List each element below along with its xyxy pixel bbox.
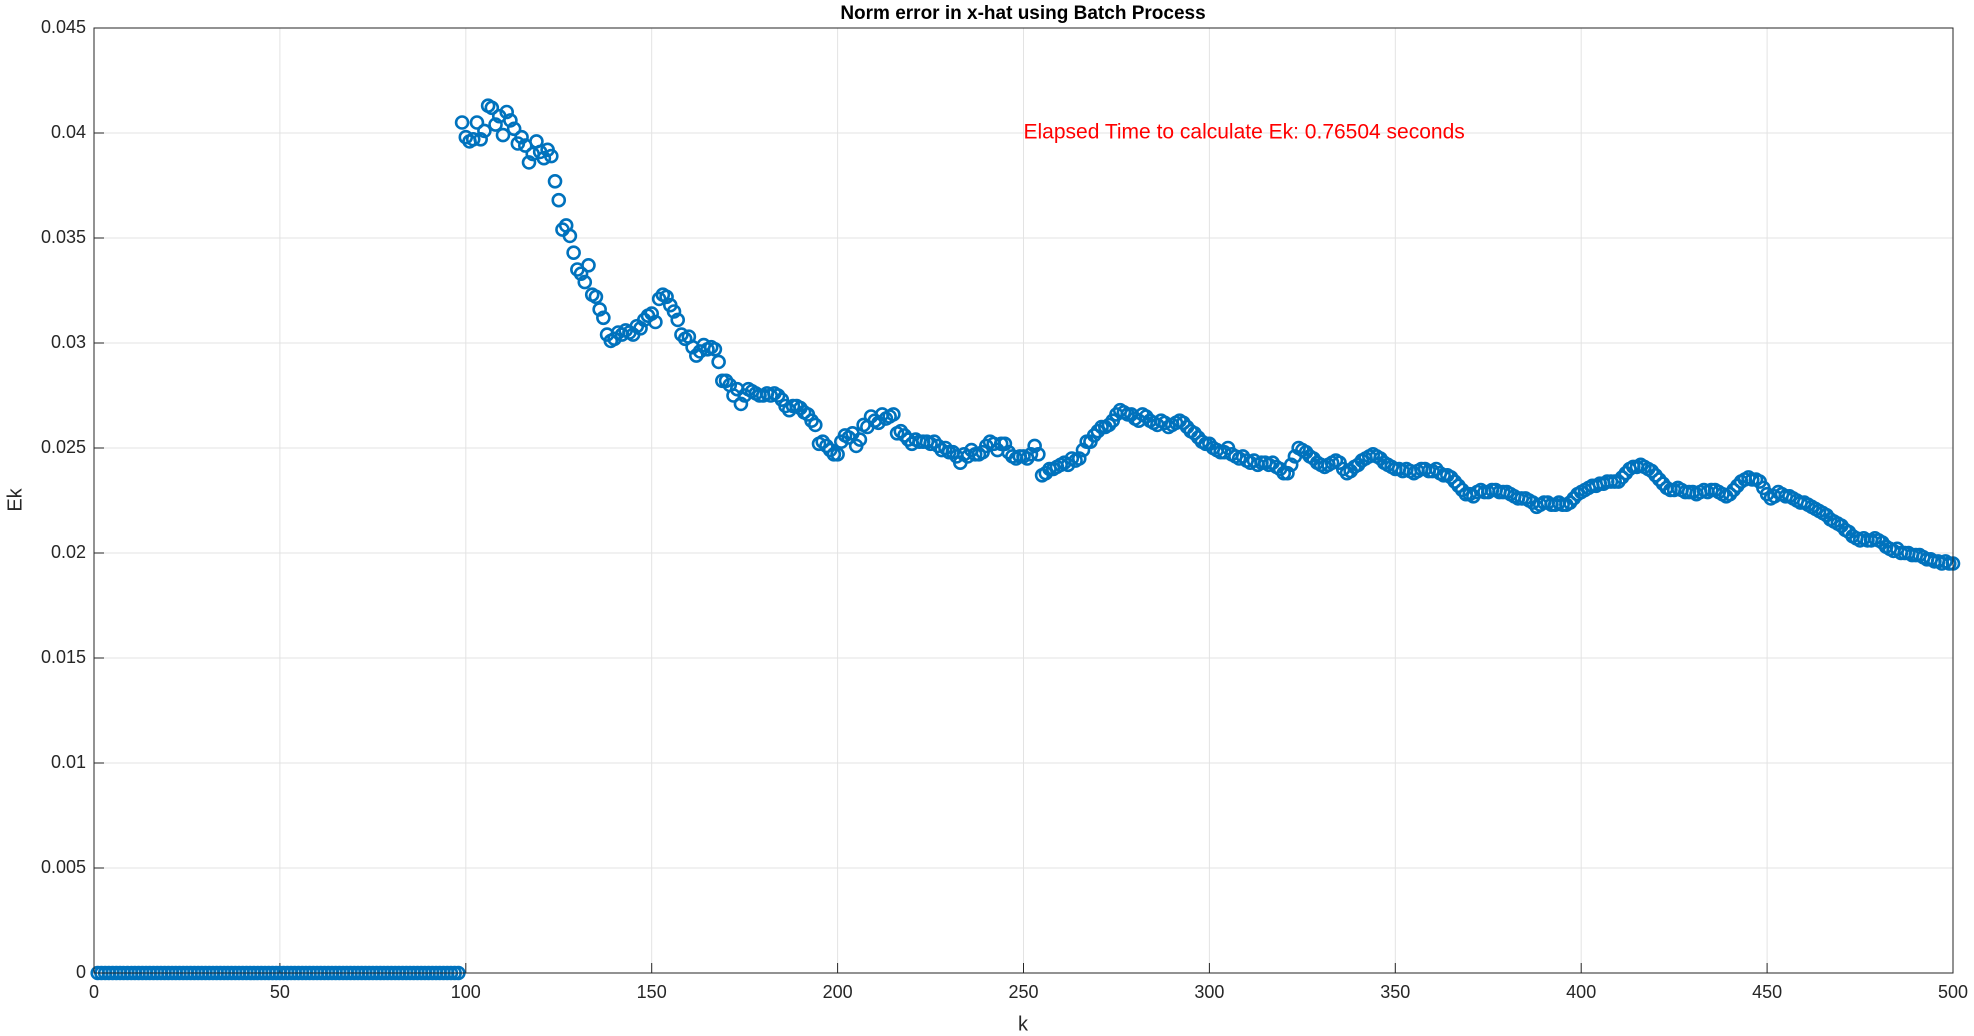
x-tick-label: 350 <box>1380 982 1410 1002</box>
data-point <box>544 148 559 164</box>
data-point <box>644 306 660 321</box>
data-point <box>1031 446 1046 462</box>
data-point <box>871 415 886 431</box>
y-tick-label: 0.01 <box>51 752 86 772</box>
y-tick-label: 0.02 <box>51 542 86 562</box>
x-tick-label: 200 <box>823 982 853 1002</box>
x-tick-label: 150 <box>637 982 667 1002</box>
data-point <box>670 312 686 328</box>
data-point <box>830 446 845 462</box>
data-point <box>592 302 607 317</box>
data-point <box>707 341 723 357</box>
annotation: Elapsed Time to calculate Ek: 0.76504 se… <box>1024 121 1465 144</box>
y-axis-label: Ek <box>4 487 26 511</box>
x-tick-label: 450 <box>1752 982 1782 1002</box>
y-tick-label: 0 <box>76 962 86 982</box>
data-point <box>659 289 674 305</box>
y-tick-label: 0.005 <box>41 857 86 877</box>
x-tick-label: 300 <box>1194 982 1224 1002</box>
data-point <box>1280 465 1295 481</box>
x-tick-label: 100 <box>451 982 481 1002</box>
y-tick-label: 0.04 <box>51 122 86 142</box>
data-point <box>469 115 485 130</box>
x-tick-label: 400 <box>1566 982 1596 1002</box>
data-point <box>499 104 514 120</box>
x-tick-label: 50 <box>270 982 290 1002</box>
data-point <box>547 174 563 189</box>
data-point <box>484 100 500 116</box>
y-tick-label: 0.015 <box>41 647 86 667</box>
data-point <box>454 115 470 130</box>
data-point <box>807 417 823 433</box>
data-point <box>852 432 868 447</box>
y-tick-label: 0.025 <box>41 437 86 457</box>
data-point <box>1023 446 1039 462</box>
data-point <box>577 274 593 290</box>
data-point <box>588 289 604 305</box>
data-point <box>551 192 567 208</box>
y-tick-label: 0.03 <box>51 332 86 352</box>
y-tick-label: 0.035 <box>41 227 86 247</box>
data-point <box>503 113 518 128</box>
data-point <box>1075 442 1091 458</box>
data-point <box>514 129 529 145</box>
data-point <box>886 407 901 422</box>
y-tick-label: 0.045 <box>41 17 86 37</box>
data-point <box>733 396 749 412</box>
data-point <box>711 354 726 370</box>
x-tick-label: 250 <box>1008 982 1038 1002</box>
x-tick-label: 500 <box>1938 982 1968 1002</box>
data-point <box>465 132 481 147</box>
x-axis-label: k <box>1018 1013 1029 1035</box>
data-point <box>566 245 581 260</box>
data-point <box>473 132 488 147</box>
data-point <box>596 310 611 326</box>
axes-box <box>93 27 1954 974</box>
chart-title: Norm error in x-hat using Batch Process <box>840 3 1205 24</box>
data-point <box>495 127 511 143</box>
x-tick-label: 0 <box>89 982 99 1002</box>
data-point <box>536 150 552 166</box>
data-point <box>997 436 1013 452</box>
data-point <box>1071 451 1087 466</box>
data-point <box>648 314 663 330</box>
data-point <box>666 304 682 319</box>
grid: 0 50 100 150 200 250 300 350 400 450 500 0 0.005 0.01… <box>41 17 1968 1002</box>
data-point <box>633 320 648 336</box>
data-point <box>1283 457 1299 473</box>
data-point <box>562 228 578 244</box>
data-point <box>477 123 492 139</box>
data-point <box>581 257 596 273</box>
data-point <box>573 266 589 282</box>
data-point <box>488 117 503 132</box>
data-point <box>521 155 537 170</box>
data-point <box>1027 438 1042 454</box>
plot-area <box>90 98 1961 981</box>
data-point <box>506 121 522 137</box>
